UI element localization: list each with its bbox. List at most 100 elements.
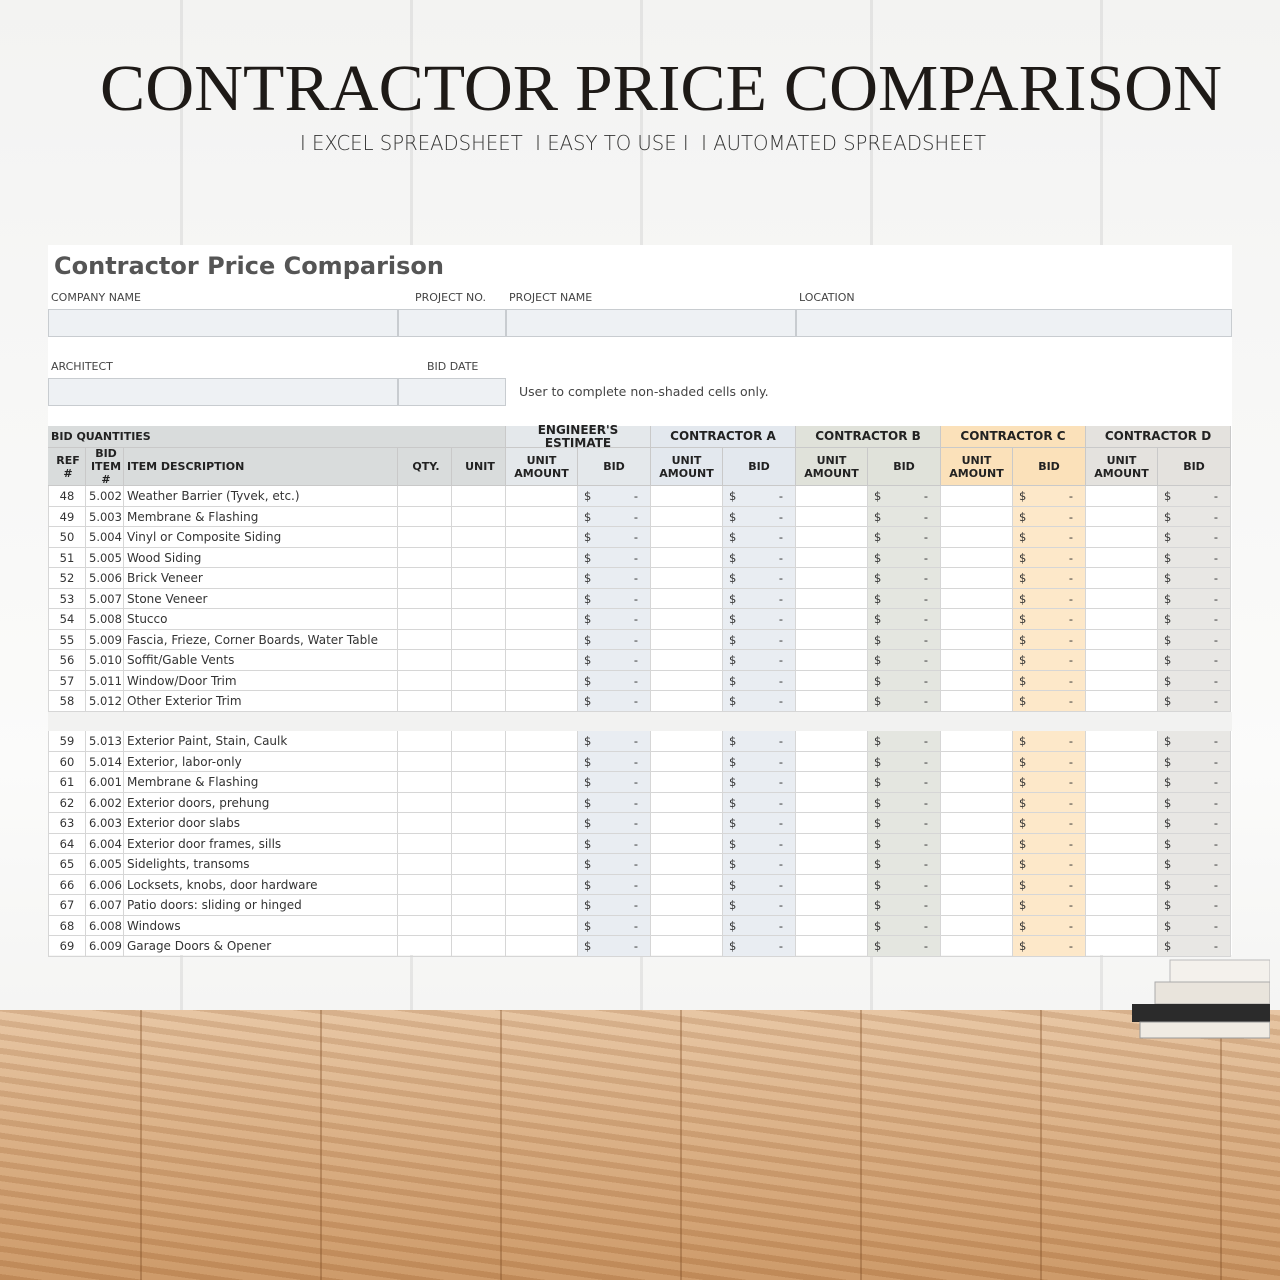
cell-item: 6.004 <box>86 833 124 854</box>
cell-bid: $ - <box>723 895 796 916</box>
cell-bid: $ - <box>1158 629 1231 650</box>
field-label: COMPANY NAME <box>51 291 141 304</box>
currency: $ <box>584 775 592 789</box>
group-header: CONTRACTOR A <box>651 426 796 448</box>
cell-ref: 54 <box>48 609 86 630</box>
cell-bid: $ - <box>868 506 941 527</box>
cell-bid: $ - <box>1013 650 1086 671</box>
cell-unit-amount <box>1086 936 1158 957</box>
cell-unit-amount <box>506 691 578 712</box>
cell-unit-amount <box>796 874 868 895</box>
blank-value: - <box>1213 877 1218 892</box>
cell-bid: $ - <box>1013 915 1086 936</box>
cell-qty <box>398 568 452 589</box>
cell-bid: $ - <box>1013 629 1086 650</box>
cell-unit-amount <box>941 527 1013 548</box>
cell-unit-amount <box>941 813 1013 834</box>
blank-value: - <box>923 509 928 524</box>
blank-value: - <box>923 530 928 544</box>
cell-unit <box>452 670 506 691</box>
cell-unit <box>452 547 506 568</box>
blank-value: - <box>778 694 783 708</box>
cell-unit-amount <box>651 527 723 548</box>
cell-bid: $ - <box>868 588 941 609</box>
cell-unit <box>452 854 506 875</box>
cell-bid: $ - <box>868 691 941 712</box>
blank-value: - <box>1213 612 1218 626</box>
currency: $ <box>729 550 737 565</box>
currency: $ <box>1019 591 1027 606</box>
cell-unit-amount <box>506 629 578 650</box>
cell-unit-amount <box>651 751 723 772</box>
blank-value: - <box>1213 816 1218 830</box>
cell-unit <box>452 609 506 630</box>
cell-unit-amount <box>1086 588 1158 609</box>
blank-value: - <box>633 694 638 708</box>
cell-bid: $ - <box>1158 506 1231 527</box>
blank-value: - <box>778 939 783 953</box>
cell-item: 5.007 <box>86 588 124 609</box>
cell-bid: $ - <box>1158 547 1231 568</box>
field-label: ARCHITECT <box>51 360 113 373</box>
input-box <box>796 309 1232 337</box>
header: CONTRACTOR PRICE COMPARISON I EXCEL SPRE… <box>100 52 1222 155</box>
cell-description: Fascia, Frieze, Corner Boards, Water Tab… <box>124 629 398 650</box>
cell-bid: $ - <box>868 895 941 916</box>
currency: $ <box>584 509 592 524</box>
cell-bid: $ - <box>1013 813 1086 834</box>
cell-unit-amount <box>506 731 578 752</box>
cell-unit-amount <box>941 588 1013 609</box>
cell-qty <box>398 527 452 548</box>
cell-bid: $ - <box>723 568 796 589</box>
cell-unit-amount <box>651 506 723 527</box>
blank-value: - <box>633 836 638 851</box>
cell-item: 6.009 <box>86 936 124 957</box>
cell-bid: $ - <box>1013 895 1086 916</box>
cell-bid: $ - <box>578 813 651 834</box>
cell-ref: 56 <box>48 650 86 671</box>
cell-ref: 61 <box>48 772 86 793</box>
currency: $ <box>1019 795 1027 810</box>
currency: $ <box>874 489 882 503</box>
currency: $ <box>729 612 737 626</box>
cell-unit <box>452 813 506 834</box>
sub-header: UNIT AMOUNT <box>941 448 1013 486</box>
currency: $ <box>874 857 882 871</box>
cell-unit-amount <box>941 751 1013 772</box>
cell-bid: $ - <box>1158 772 1231 793</box>
cell-bid: $ - <box>1158 874 1231 895</box>
currency: $ <box>1164 571 1172 585</box>
currency: $ <box>729 632 737 647</box>
blank-value: - <box>1068 489 1073 503</box>
cell-bid: $ - <box>578 547 651 568</box>
cell-item: 6.005 <box>86 854 124 875</box>
currency: $ <box>584 694 592 708</box>
blank-value: - <box>778 857 783 871</box>
cell-unit-amount <box>796 854 868 875</box>
cell-bid: $ - <box>723 650 796 671</box>
currency: $ <box>584 653 592 667</box>
column-header: REF # <box>48 448 86 486</box>
blank-value: - <box>1068 754 1073 769</box>
cell-bid: $ - <box>1013 568 1086 589</box>
blank-value: - <box>923 939 928 953</box>
cell-unit-amount <box>651 895 723 916</box>
currency: $ <box>874 571 882 585</box>
cell-qty <box>398 874 452 895</box>
cell-bid: $ - <box>723 629 796 650</box>
currency: $ <box>584 550 592 565</box>
currency: $ <box>1164 530 1172 544</box>
cell-bid: $ - <box>1158 527 1231 548</box>
cell-description: Exterior door slabs <box>124 813 398 834</box>
currency: $ <box>1019 898 1027 912</box>
currency: $ <box>729 857 737 871</box>
cell-unit-amount <box>506 895 578 916</box>
input-box <box>48 309 398 337</box>
blank-value: - <box>1068 918 1073 933</box>
column-header: UNIT <box>452 448 506 486</box>
currency: $ <box>874 836 882 851</box>
sub-header: UNIT AMOUNT <box>1086 448 1158 486</box>
currency: $ <box>1019 857 1027 871</box>
cell-ref: 68 <box>48 915 86 936</box>
cell-unit <box>452 527 506 548</box>
